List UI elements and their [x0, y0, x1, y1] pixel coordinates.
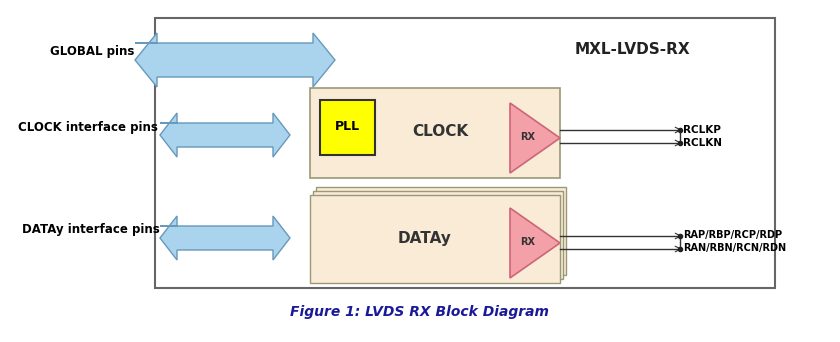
Text: CLOCK interface pins: CLOCK interface pins	[18, 120, 158, 133]
Text: RAN/RBN/RCN/RDN: RAN/RBN/RCN/RDN	[683, 243, 786, 253]
Text: RX: RX	[521, 132, 536, 142]
Polygon shape	[160, 113, 290, 157]
Bar	[313, 191, 563, 279]
Text: RX: RX	[521, 237, 536, 247]
Text: MXL-LVDS-RX: MXL-LVDS-RX	[575, 42, 690, 57]
Bar	[310, 195, 560, 283]
Text: RCLKN: RCLKN	[683, 138, 722, 148]
Polygon shape	[160, 216, 290, 260]
Text: GLOBAL pins: GLOBAL pins	[50, 45, 134, 58]
Bar	[155, 18, 775, 288]
Text: DATAy interface pins: DATAy interface pins	[22, 224, 160, 237]
Text: RAP/RBP/RCP/RDP: RAP/RBP/RCP/RDP	[683, 230, 782, 240]
Text: CLOCK: CLOCK	[412, 124, 468, 140]
Text: Figure 1: LVDS RX Block Diagram: Figure 1: LVDS RX Block Diagram	[291, 305, 549, 319]
Text: PLL: PLL	[334, 120, 360, 133]
Polygon shape	[510, 103, 560, 173]
Bar	[310, 88, 560, 178]
Text: RCLKP: RCLKP	[683, 125, 721, 135]
Polygon shape	[135, 33, 335, 87]
Text: DATAy: DATAy	[398, 231, 452, 246]
Polygon shape	[510, 208, 560, 278]
Bar	[320, 100, 375, 155]
Bar	[316, 187, 566, 275]
